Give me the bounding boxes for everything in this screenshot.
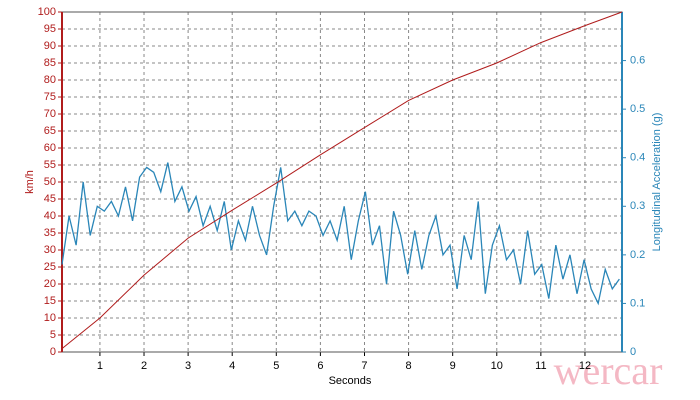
y-tick-label: 45 bbox=[44, 193, 56, 205]
x-tick-label: 8 bbox=[406, 360, 412, 372]
y-tick-label: 70 bbox=[44, 108, 56, 120]
y2-tick-label: 0 bbox=[630, 346, 636, 358]
y2-tick-label: 0.5 bbox=[630, 103, 645, 115]
y-tick-label: 80 bbox=[44, 74, 56, 86]
y-tick-label: 10 bbox=[44, 312, 56, 324]
y-tick-label: 15 bbox=[44, 295, 56, 307]
y2-tick-label: 0.1 bbox=[630, 297, 645, 309]
x-tick-label: 12 bbox=[579, 360, 591, 372]
y-axis-label: km/h bbox=[24, 170, 36, 194]
y-tick-label: 30 bbox=[44, 244, 56, 256]
y2-tick-label: 0.6 bbox=[630, 54, 645, 66]
y-tick-label: 50 bbox=[44, 176, 56, 188]
y2-tick-label: 0.2 bbox=[630, 249, 645, 261]
y-tick-label: 60 bbox=[44, 142, 56, 154]
y-tick-label: 5 bbox=[50, 329, 56, 341]
y-tick-label: 55 bbox=[44, 159, 56, 171]
x-tick-label: 4 bbox=[229, 360, 235, 372]
watermark: wercar bbox=[554, 348, 663, 393]
y-tick-label: 20 bbox=[44, 278, 56, 290]
x-tick-label: 11 bbox=[535, 360, 546, 372]
y2-tick-label: 0.4 bbox=[630, 152, 645, 164]
x-tick-label: 10 bbox=[491, 360, 503, 372]
data-line bbox=[61, 162, 620, 306]
y-tick-label: 40 bbox=[44, 210, 56, 222]
y-tick-label: 0 bbox=[50, 346, 56, 358]
y-tick-label: 85 bbox=[44, 57, 56, 69]
y-tick-label: 75 bbox=[44, 91, 56, 103]
x-tick-label: 5 bbox=[273, 360, 279, 372]
x-tick-label: 9 bbox=[450, 360, 456, 372]
x-tick-label: 2 bbox=[141, 360, 147, 372]
x-tick-label: 3 bbox=[185, 360, 191, 372]
y2-tick-label: 0.3 bbox=[630, 200, 645, 212]
y-tick-label: 25 bbox=[44, 261, 56, 273]
x-tick-label: 1 bbox=[97, 360, 103, 372]
y-tick-label: 65 bbox=[44, 125, 56, 137]
x-tick-label: 6 bbox=[317, 360, 323, 372]
y2-axis-label: Longitudinal Acceleration (g) bbox=[651, 113, 663, 252]
y-tick-label: 35 bbox=[44, 227, 56, 239]
data-line bbox=[61, 11, 623, 349]
x-tick-label: 7 bbox=[361, 360, 367, 372]
x-axis-label: Seconds bbox=[329, 375, 372, 387]
y-tick-label: 100 bbox=[38, 6, 56, 18]
y-tick-label: 95 bbox=[44, 23, 56, 35]
y-tick-label: 90 bbox=[44, 40, 56, 52]
